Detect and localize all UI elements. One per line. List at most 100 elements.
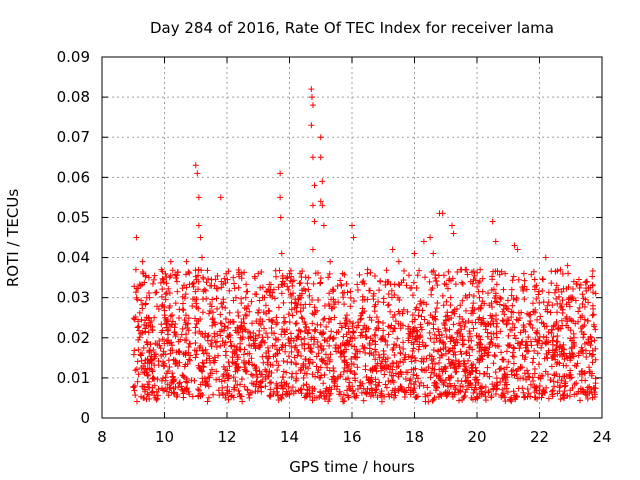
- data-point: [203, 279, 210, 286]
- data-point: [180, 372, 187, 379]
- data-point: [193, 300, 200, 307]
- data-point: [186, 340, 193, 347]
- data-point: [425, 392, 432, 399]
- data-point: [195, 222, 202, 229]
- data-point: [434, 299, 441, 306]
- data-point: [189, 302, 196, 309]
- data-point: [159, 336, 166, 343]
- data-point: [258, 268, 265, 275]
- data-point: [432, 316, 439, 323]
- data-point: [440, 345, 447, 352]
- data-point: [311, 182, 318, 189]
- data-point: [288, 348, 295, 355]
- data-point: [462, 372, 469, 379]
- data-point: [454, 269, 461, 276]
- data-point: [190, 280, 197, 287]
- data-point: [246, 350, 253, 357]
- data-point: [390, 394, 397, 401]
- data-point: [526, 374, 533, 381]
- data-point: [268, 317, 275, 324]
- data-point: [503, 348, 510, 355]
- data-point: [274, 392, 281, 399]
- data-point: [358, 389, 365, 396]
- data-point: [533, 282, 540, 289]
- data-point: [408, 366, 415, 373]
- data-point: [543, 384, 550, 391]
- data-point: [180, 390, 187, 397]
- data-point: [372, 346, 379, 353]
- data-point: [201, 375, 208, 382]
- data-point: [174, 269, 181, 276]
- data-point: [446, 374, 453, 381]
- data-point: [420, 299, 427, 306]
- data-point: [589, 282, 596, 289]
- data-point: [569, 350, 576, 357]
- data-point: [353, 392, 360, 399]
- data-point: [207, 300, 214, 307]
- data-point: [282, 348, 289, 355]
- data-point: [451, 342, 458, 349]
- data-point: [480, 315, 487, 322]
- data-point: [476, 344, 483, 351]
- data-point: [186, 357, 193, 364]
- data-point: [326, 335, 333, 342]
- data-point: [309, 246, 316, 253]
- data-point: [230, 374, 237, 381]
- data-point: [587, 386, 594, 393]
- data-point: [583, 285, 590, 292]
- data-point: [231, 350, 238, 357]
- data-point: [303, 381, 310, 388]
- data-point: [213, 295, 220, 302]
- data-point: [182, 312, 189, 319]
- data-point: [560, 350, 567, 357]
- data-point: [432, 379, 439, 386]
- data-point: [498, 349, 505, 356]
- data-point: [284, 274, 291, 281]
- data-point: [450, 321, 457, 328]
- data-point: [321, 336, 328, 343]
- data-point: [591, 394, 598, 401]
- data-point: [589, 302, 596, 309]
- data-point: [518, 339, 525, 346]
- data-point: [513, 296, 520, 303]
- data-point: [383, 267, 390, 274]
- data-point: [266, 281, 273, 288]
- data-point: [452, 357, 459, 364]
- data-point: [396, 344, 403, 351]
- data-point: [371, 273, 378, 280]
- data-point: [133, 294, 140, 301]
- data-point: [449, 393, 456, 400]
- data-point: [352, 350, 359, 357]
- data-point: [510, 353, 517, 360]
- data-point: [278, 281, 285, 288]
- axes: 8 10 12 14 16 18 20 22 24 0 0.01 0.02 0.03 0.04 0.05 0.…: [57, 48, 612, 446]
- data-point: [168, 339, 175, 346]
- data-point: [553, 282, 560, 289]
- data-point: [425, 398, 432, 405]
- data-point: [385, 331, 392, 338]
- data-point: [177, 336, 184, 343]
- data-point: [253, 371, 260, 378]
- data-point: [371, 365, 378, 372]
- data-point: [218, 300, 225, 307]
- data-point: [394, 335, 401, 342]
- data-point: [226, 287, 233, 294]
- data-point: [222, 339, 229, 346]
- data-point: [508, 398, 515, 405]
- data-point: [145, 371, 152, 378]
- data-point: [418, 366, 425, 373]
- data-point: [381, 371, 388, 378]
- data-point: [305, 341, 312, 348]
- data-point: [145, 314, 152, 321]
- data-point: [576, 284, 583, 291]
- data-point: [176, 359, 183, 366]
- data-point: [333, 342, 340, 349]
- data-point: [464, 271, 471, 278]
- data-point: [218, 378, 225, 385]
- data-point: [275, 362, 282, 369]
- data-point: [222, 304, 229, 311]
- data-point: [446, 333, 453, 340]
- data-point: [345, 383, 352, 390]
- data-point: [317, 134, 324, 141]
- data-point: [169, 267, 176, 274]
